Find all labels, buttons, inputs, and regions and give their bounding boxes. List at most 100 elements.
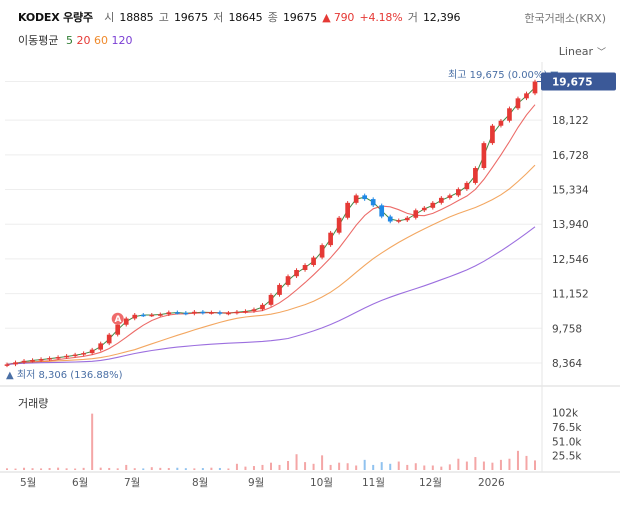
candle-body bbox=[438, 197, 444, 203]
candle-body bbox=[98, 343, 104, 350]
quote-line: KODEX 우량주 시 18885 고 19675 저 18645 종 1967… bbox=[18, 9, 462, 25]
volume-bar bbox=[482, 461, 485, 470]
volume-bar bbox=[329, 464, 332, 470]
candle-body bbox=[55, 357, 61, 359]
candle-body bbox=[4, 364, 10, 366]
volume-bar bbox=[440, 466, 443, 470]
high-annotation: 최고 19,675 (0.00%) ▼ bbox=[448, 69, 558, 81]
ma-5-label: 5 bbox=[65, 34, 73, 47]
volume-bar bbox=[474, 457, 477, 470]
volume-bar bbox=[48, 468, 51, 470]
candle-body bbox=[226, 312, 231, 315]
volume-bar bbox=[167, 468, 170, 470]
ma-20-label: 20 bbox=[76, 34, 91, 47]
volume-bar bbox=[355, 465, 358, 470]
volume-bar bbox=[116, 468, 119, 470]
candle-body bbox=[328, 232, 333, 246]
candle-body bbox=[47, 358, 52, 360]
volume-bar bbox=[235, 463, 238, 470]
candle-body bbox=[464, 182, 470, 190]
volume-bar bbox=[312, 463, 315, 470]
volume-bar bbox=[142, 468, 145, 470]
candle-body bbox=[234, 311, 240, 314]
scale-dropdown[interactable]: Linear ﹀ bbox=[559, 45, 606, 58]
candle-body bbox=[447, 195, 453, 198]
month-label: 5월 bbox=[20, 477, 36, 489]
volume-bar bbox=[508, 458, 511, 470]
volume-bar bbox=[159, 467, 162, 470]
candle-body bbox=[81, 353, 86, 355]
volume-bar bbox=[457, 458, 460, 470]
volume-bar bbox=[74, 468, 77, 470]
ma-60-label: 60 bbox=[93, 34, 108, 47]
volume-pane-title: 거래량 bbox=[18, 397, 49, 410]
volume-bar bbox=[295, 454, 298, 470]
candle-body bbox=[38, 359, 44, 361]
volume-axis-label: 25.5k bbox=[552, 451, 582, 463]
candle-body bbox=[413, 210, 419, 218]
candle-body bbox=[106, 334, 112, 344]
volume-bar bbox=[252, 466, 255, 470]
month-label: 12월 bbox=[419, 477, 442, 489]
volume-bar bbox=[108, 467, 111, 470]
candle-body bbox=[473, 168, 478, 183]
volume-bar bbox=[218, 467, 221, 470]
candle-body bbox=[251, 309, 257, 312]
volume-bar bbox=[23, 467, 26, 470]
candle-body bbox=[370, 199, 376, 206]
ma-title: 이동평균 bbox=[18, 34, 59, 47]
volume-bar bbox=[406, 464, 409, 470]
ma-20-line bbox=[6, 104, 536, 365]
volume-bar bbox=[99, 467, 102, 470]
open-label: 시 bbox=[104, 11, 115, 24]
quote-header: KODEX 우량주 시 18885 고 19675 저 18645 종 1967… bbox=[0, 0, 620, 30]
candle-body bbox=[396, 220, 402, 222]
price-axis-label: 11,152 bbox=[552, 289, 589, 301]
ma-120-label: 120 bbox=[111, 34, 133, 47]
volume-bar bbox=[82, 467, 85, 470]
volume-bar bbox=[525, 455, 528, 470]
volume-value: 12,396 bbox=[423, 11, 461, 24]
volume-bar bbox=[31, 468, 34, 470]
low-annotation: ▲ 최저 8,306 (136.88%) bbox=[6, 369, 123, 381]
volume-axis-label: 76.5k bbox=[552, 422, 582, 434]
month-label: 7월 bbox=[124, 477, 140, 489]
ma-5-line bbox=[6, 87, 536, 365]
candle-body bbox=[302, 265, 308, 270]
ticker-name: KODEX 우량주 bbox=[18, 11, 93, 24]
volume-bar bbox=[346, 463, 349, 470]
candle-body bbox=[183, 312, 189, 315]
candle-body bbox=[456, 189, 461, 196]
moving-average-legend[interactable]: 이동평균 5 20 60 120 bbox=[18, 32, 132, 48]
volume-bar bbox=[534, 460, 536, 470]
candle-body bbox=[345, 202, 350, 218]
low-label: 저 bbox=[213, 11, 224, 24]
event-marker bbox=[111, 312, 124, 325]
candle-body bbox=[481, 143, 487, 168]
candle-body bbox=[430, 202, 436, 208]
candle-body bbox=[294, 270, 299, 277]
volume-bar bbox=[414, 463, 417, 470]
candle-body bbox=[140, 314, 146, 317]
volume-bar bbox=[372, 464, 375, 470]
candle-body bbox=[311, 257, 316, 266]
candle-body bbox=[336, 217, 342, 233]
ma-120-line bbox=[6, 226, 536, 365]
ma-60-line bbox=[6, 164, 536, 365]
volume-bar bbox=[499, 459, 502, 470]
candle-body bbox=[507, 108, 512, 121]
candle-body bbox=[115, 324, 121, 335]
volume-bar bbox=[65, 468, 68, 470]
candle-body bbox=[532, 81, 538, 94]
volume-bar bbox=[57, 467, 60, 470]
volume-bar bbox=[304, 462, 307, 470]
candle-body bbox=[421, 207, 427, 211]
candle-body bbox=[362, 195, 368, 200]
volume-bar bbox=[423, 465, 426, 470]
candle-body bbox=[89, 349, 95, 354]
candle-body bbox=[13, 362, 18, 365]
volume-bar bbox=[380, 462, 383, 470]
event-marker-label: A bbox=[115, 315, 122, 325]
candle-body bbox=[268, 294, 274, 305]
